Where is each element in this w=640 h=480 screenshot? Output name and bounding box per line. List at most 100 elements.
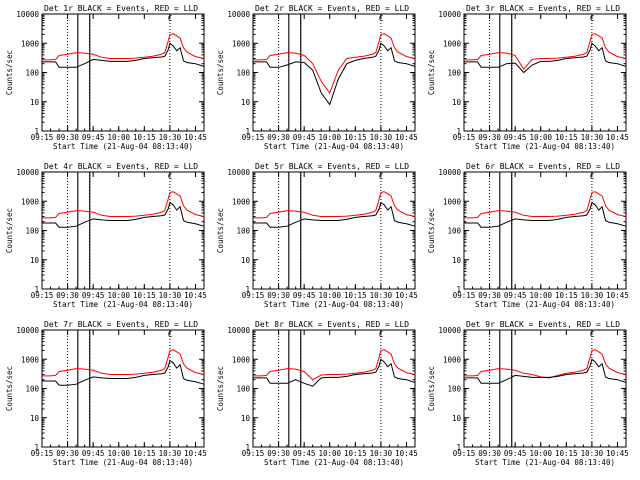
x-tick-label: 10:45 [395,449,418,458]
x-axis-label: Start Time (21-Aug-04 08:13:40) [475,458,615,467]
x-tick-label: 10:30 [581,291,604,300]
plot-frame [41,171,205,290]
panel-det-3: Det 3r BLACK = Events, RED = LLD 1 10 100 10… [427,4,629,151]
x-axis-label: Start Time (21-Aug-04 08:13:40) [53,300,193,309]
y-tick-label: 10 [30,256,40,265]
x-tick-label: 10:45 [184,291,207,300]
x-axis-label: Start Time (21-Aug-04 08:13:40) [475,300,615,309]
y-tick-label: 10000 [227,168,250,177]
panel-det-4: Det 4r BLACK = Events, RED = LLD 1 10 100 10… [5,162,207,309]
x-tick-label: 09:45 [82,291,105,300]
y-tick-label: 100 [447,227,461,236]
y-tick-label: 10 [241,98,251,107]
x-tick-label: 10:30 [370,291,393,300]
x-tick-label: 09:45 [293,291,316,300]
x-tick-label: 09:30 [56,449,79,458]
y-tick-label: 10000 [438,168,461,177]
x-tick-label: 10:30 [581,133,604,142]
panel-title: Det 5r BLACK = Events, RED = LLD [255,162,409,171]
y-tick-label: 10 [30,414,40,423]
x-tick-label: 09:30 [267,449,290,458]
y-tick-label: 1000 [232,39,251,48]
y-tick-label: 1 [456,127,461,136]
plot-frame [463,171,627,290]
x-tick-label: 09:15 [242,449,265,458]
marker-label: C [379,14,384,23]
x-tick-label: 09:15 [31,291,54,300]
y-tick-label: 1 [34,443,39,452]
x-tick-label: 10:15 [133,133,156,142]
x-tick-label: 09:30 [478,133,501,142]
x-tick-label: 10:30 [159,291,182,300]
x-tick-label: 09:15 [31,449,54,458]
series-lld-line [464,33,627,71]
y-axis-label: Counts/sec [427,366,436,411]
x-axis-label: Start Time (21-Aug-04 08:13:40) [475,142,615,151]
x-tick-label: 10:30 [159,449,182,458]
panel-det-6: Det 6r BLACK = Events, RED = LLD 1 10 100 10… [427,162,629,309]
x-tick-label: 10:45 [395,133,418,142]
x-tick-label: 10:15 [555,449,578,458]
series-lld-line [253,33,416,94]
series-lld-line [42,33,205,61]
y-tick-label: 1000 [443,355,462,364]
panel-title: Det 8r BLACK = Events, RED = LLD [255,320,409,329]
y-tick-label: 1000 [232,355,251,364]
y-axis-label: Counts/sec [427,50,436,95]
x-tick-label: 09:15 [242,291,265,300]
series-lld-line [253,349,416,381]
y-tick-label: 1 [245,285,250,294]
series-lld-line [42,191,205,219]
panel-title: Det 4r BLACK = Events, RED = LLD [44,162,198,171]
y-tick-label: 1000 [443,39,462,48]
x-tick-label: 09:30 [478,291,501,300]
x-tick-label: 10:00 [529,291,552,300]
y-tick-label: 100 [25,227,39,236]
y-tick-label: 1 [34,127,39,136]
series-lld-line [464,349,627,379]
panel-title: Det 7r BLACK = Events, RED = LLD [44,320,198,329]
y-axis-label: Counts/sec [216,366,225,411]
y-tick-label: 10 [30,98,40,107]
plot-frame [463,13,627,132]
y-tick-label: 10 [452,98,462,107]
marker-label: C [590,330,595,339]
x-tick-label: 09:30 [267,133,290,142]
x-tick-label: 10:45 [606,133,629,142]
x-tick-label: 10:00 [107,449,130,458]
panel-det-1: Det 1r BLACK = Events, RED = LLD 1 10 100 10… [5,4,207,151]
y-tick-label: 100 [25,385,39,394]
x-tick-label: 10:00 [318,291,341,300]
series-events-line [42,359,205,386]
y-axis-label: Counts/sec [216,208,225,253]
y-tick-label: 10000 [438,10,461,19]
series-events-line [253,201,416,228]
y-tick-label: 100 [236,69,250,78]
x-tick-label: 09:45 [504,449,527,458]
x-tick-label: 09:45 [82,449,105,458]
y-tick-label: 100 [447,69,461,78]
panel-title: Det 9r BLACK = Events, RED = LLD [466,320,620,329]
plot-frame [463,329,627,448]
x-tick-label: 10:30 [581,449,604,458]
panel-det-2: Det 2r BLACK = Events, RED = LLD 1 10 100 10… [216,4,418,151]
x-tick-label: 10:00 [529,133,552,142]
y-tick-label: 1 [456,443,461,452]
x-tick-label: 10:00 [318,449,341,458]
marker-label: C [590,14,595,23]
y-tick-label: 10 [452,414,462,423]
x-tick-label: 10:00 [107,291,130,300]
y-tick-label: 1 [456,285,461,294]
x-tick-label: 09:30 [56,133,79,142]
x-axis-label: Start Time (21-Aug-04 08:13:40) [53,458,193,467]
marker-label: C [168,14,173,23]
marker-label: C [168,172,173,181]
y-tick-label: 10000 [227,326,250,335]
x-tick-label: 09:30 [56,291,79,300]
y-tick-label: 1000 [21,39,40,48]
x-tick-label: 09:30 [267,291,290,300]
panel-det-8: Det 8r BLACK = Events, RED = LLD 1 10 100 10… [216,320,418,467]
panel-title: Det 6r BLACK = Events, RED = LLD [466,162,620,171]
y-tick-label: 100 [25,69,39,78]
